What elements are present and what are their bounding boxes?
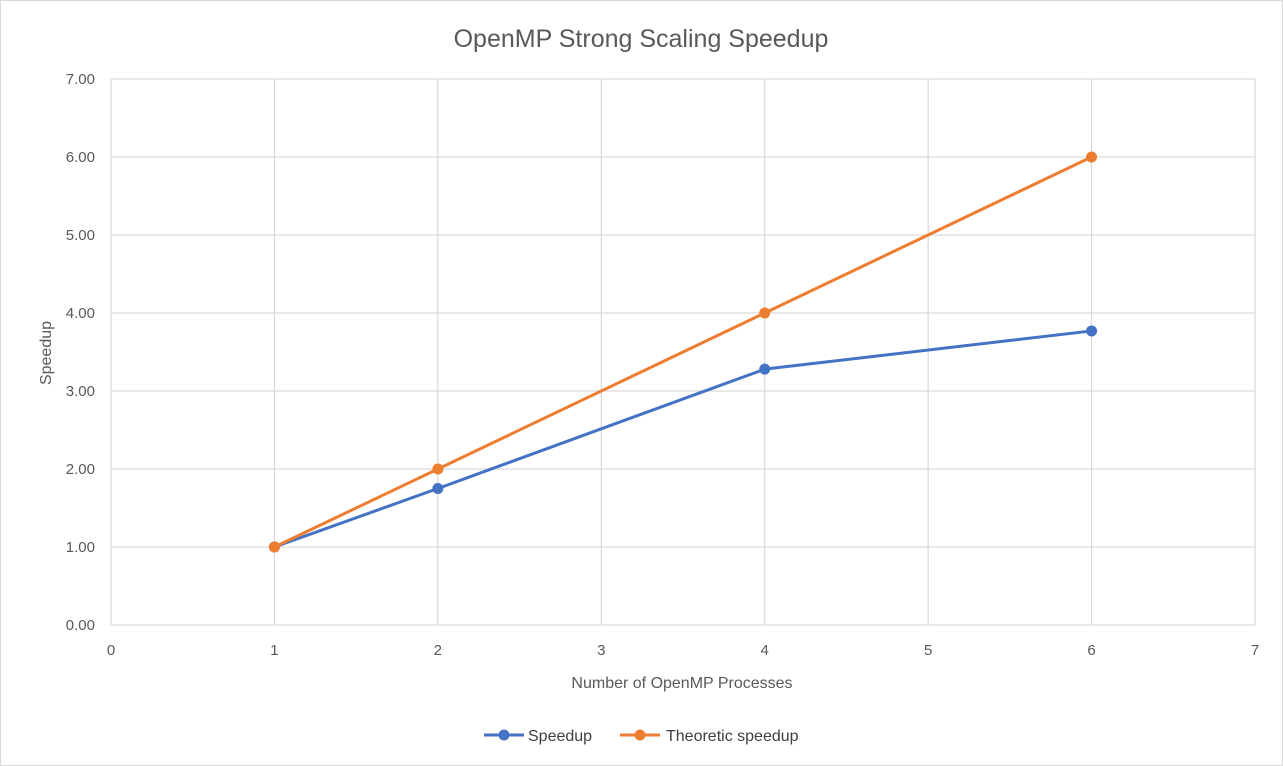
grid [110,78,1256,626]
series-line [273,329,1092,549]
legend-label: Theoretic speedup [666,728,799,745]
legend-marker [634,729,646,741]
x-tick-label: 0 [107,642,115,659]
x-axis-title: Number of OpenMP Processes [571,675,792,692]
legend-marker [498,729,510,741]
y-tick-label: 3.00 [66,383,95,400]
data-point [759,307,771,319]
y-tick-label: 5.00 [66,227,95,244]
series-speedup [268,325,1098,553]
x-tick-label: 6 [1087,642,1095,659]
x-tick-label: 3 [597,642,605,659]
series-layer [268,151,1098,553]
x-tick-label: 4 [761,642,769,659]
data-point [268,541,280,553]
data-point [432,463,444,475]
y-axis-title: Speedup [38,321,55,385]
y-tick-label: 0.00 [66,617,95,634]
x-tick-label: 5 [924,642,932,659]
x-tick-label: 2 [434,642,442,659]
legend-item: Speedup [484,728,592,745]
y-tick-label: 1.00 [66,539,95,556]
data-point [1086,151,1098,163]
y-tick-label: 2.00 [66,461,95,478]
x-tick-label: 7 [1251,642,1259,659]
legend-label: Speedup [528,728,592,745]
y-tick-label: 4.00 [66,305,95,322]
data-point [759,363,771,375]
x-tick-labels: 0 1 2 3 4 5 6 7 [107,642,1259,659]
y-tick-label: 7.00 [66,71,95,88]
legend-item: Theoretic speedup [620,728,799,745]
y-tick-label: 6.00 [66,149,95,166]
data-point [1086,325,1098,337]
series-line [273,155,1093,549]
x-tick-label: 1 [270,642,278,659]
legend: Speedup Theoretic speedup [484,728,799,745]
chart-title: OpenMP Strong Scaling Speedup [454,25,829,53]
data-point [432,483,444,494]
series-theoretic-speedup [268,151,1098,553]
y-tick-labels: 0.00 1.00 2.00 3.00 4.00 5.00 6.00 7.00 [66,71,95,634]
